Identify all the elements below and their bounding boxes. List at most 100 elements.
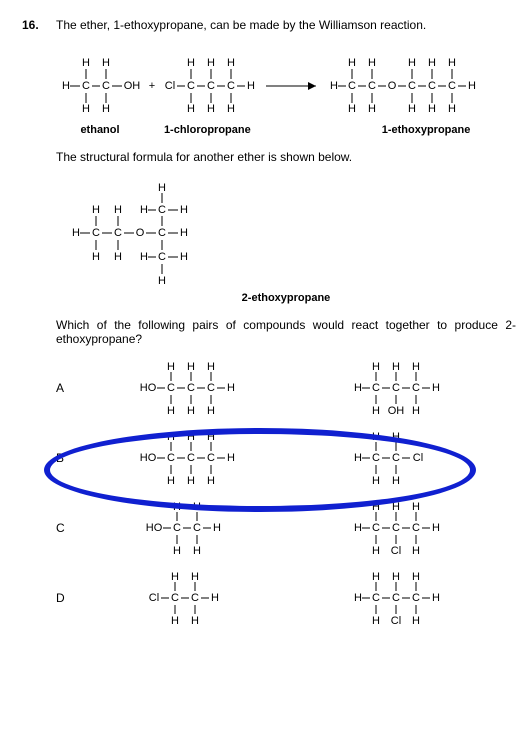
svg-text:H: H [158, 275, 166, 287]
svg-text:+: + [149, 80, 155, 92]
svg-text:H: H [432, 592, 440, 604]
svg-text:H: H [372, 615, 380, 626]
svg-text:HO: HO [140, 382, 157, 394]
svg-text:Cl: Cl [149, 592, 159, 604]
svg-text:H: H [207, 57, 215, 69]
option-row-a[interactable]: A HO C C C H H H H H H H [56, 360, 516, 416]
svg-text:H: H [330, 80, 338, 92]
svg-text:Cl: Cl [165, 80, 175, 92]
svg-text:C: C [207, 382, 215, 394]
svg-text:H: H [187, 431, 195, 443]
svg-text:H: H [180, 251, 188, 263]
svg-text:H: H [187, 475, 195, 486]
svg-text:H: H [207, 431, 215, 443]
svg-text:H: H [372, 501, 380, 513]
label-ethanol: ethanol [56, 124, 144, 136]
svg-text:H: H [207, 475, 215, 486]
svg-text:H: H [392, 475, 400, 486]
option-letter-c: C [56, 521, 96, 535]
svg-text:H: H [372, 361, 380, 373]
svg-text:OH: OH [388, 405, 405, 416]
svg-text:C: C [392, 592, 400, 604]
svg-text:H: H [408, 57, 416, 69]
svg-text:H: H [448, 57, 456, 69]
svg-text:H: H [412, 571, 420, 583]
svg-text:Cl: Cl [413, 452, 423, 464]
svg-text:H: H [167, 431, 175, 443]
prompt-text: Which of the following pairs of compound… [56, 318, 516, 346]
svg-text:C: C [412, 382, 420, 394]
svg-text:C: C [227, 80, 235, 92]
svg-text:H: H [62, 80, 70, 92]
svg-text:H: H [432, 382, 440, 394]
question-body: The ether, 1-ethoxypropane, can be made … [56, 18, 516, 640]
svg-text:C: C [207, 452, 215, 464]
option-d-right: H C C C H H H H Cl H H [314, 570, 516, 626]
option-d-left: Cl C C H H H H H [104, 570, 306, 626]
svg-text:C: C [167, 382, 175, 394]
svg-text:C: C [412, 522, 420, 534]
option-c-right: H C C C H H H H Cl H H [314, 500, 516, 556]
option-row-c[interactable]: C HO C C H H H H H H [56, 500, 516, 556]
svg-text:H: H [392, 431, 400, 443]
svg-text:H: H [187, 103, 195, 115]
svg-text:H: H [432, 522, 440, 534]
option-row-b[interactable]: B HO C C C H H H H H H H [56, 430, 516, 486]
mid-compound-label: 2-ethoxypropane [56, 292, 516, 304]
svg-text:C: C [372, 382, 380, 394]
svg-text:H: H [354, 382, 362, 394]
svg-text:H: H [448, 103, 456, 115]
svg-text:H: H [191, 571, 199, 583]
svg-text:C: C [102, 80, 110, 92]
svg-text:C: C [158, 227, 166, 239]
svg-text:C: C [187, 80, 195, 92]
svg-text:H: H [227, 452, 235, 464]
svg-text:H: H [368, 57, 376, 69]
svg-text:H: H [412, 615, 420, 626]
svg-text:H: H [167, 405, 175, 416]
svg-text:H: H [412, 501, 420, 513]
svg-text:H: H [102, 57, 110, 69]
svg-text:H: H [213, 522, 221, 534]
svg-text:C: C [207, 80, 215, 92]
svg-text:H: H [180, 204, 188, 216]
svg-text:H: H [158, 182, 166, 194]
option-b-right: H C C Cl H H H H [314, 430, 516, 486]
svg-text:C: C [348, 80, 356, 92]
svg-text:C: C [392, 382, 400, 394]
svg-text:H: H [207, 361, 215, 373]
option-row-d[interactable]: D Cl C C H H H H H H [56, 570, 516, 626]
svg-text:H: H [354, 522, 362, 534]
svg-text:C: C [372, 452, 380, 464]
svg-text:H: H [372, 475, 380, 486]
svg-text:C: C [167, 452, 175, 464]
svg-text:C: C [82, 80, 90, 92]
svg-text:C: C [114, 227, 122, 239]
svg-text:H: H [72, 227, 80, 239]
svg-text:C: C [193, 522, 201, 534]
svg-text:C: C [173, 522, 181, 534]
svg-text:H: H [227, 382, 235, 394]
question-number: 16. [22, 18, 44, 640]
svg-text:H: H [372, 571, 380, 583]
svg-text:H: H [173, 501, 181, 513]
svg-text:C: C [392, 522, 400, 534]
mid-text: The structural formula for another ether… [56, 150, 516, 164]
svg-text:H: H [171, 615, 179, 626]
svg-text:O: O [136, 227, 145, 239]
svg-text:H: H [140, 204, 148, 216]
svg-text:C: C [408, 80, 416, 92]
svg-text:H: H [412, 545, 420, 556]
svg-text:H: H [372, 431, 380, 443]
option-c-left: HO C C H H H H H [104, 500, 306, 556]
svg-text:H: H [372, 405, 380, 416]
svg-text:H: H [392, 361, 400, 373]
svg-text:H: H [247, 80, 255, 92]
svg-text:H: H [92, 251, 100, 263]
svg-text:H: H [187, 361, 195, 373]
svg-text:H: H [114, 251, 122, 263]
svg-text:H: H [227, 57, 235, 69]
svg-text:H: H [187, 405, 195, 416]
svg-text:C: C [187, 382, 195, 394]
svg-text:C: C [368, 80, 376, 92]
